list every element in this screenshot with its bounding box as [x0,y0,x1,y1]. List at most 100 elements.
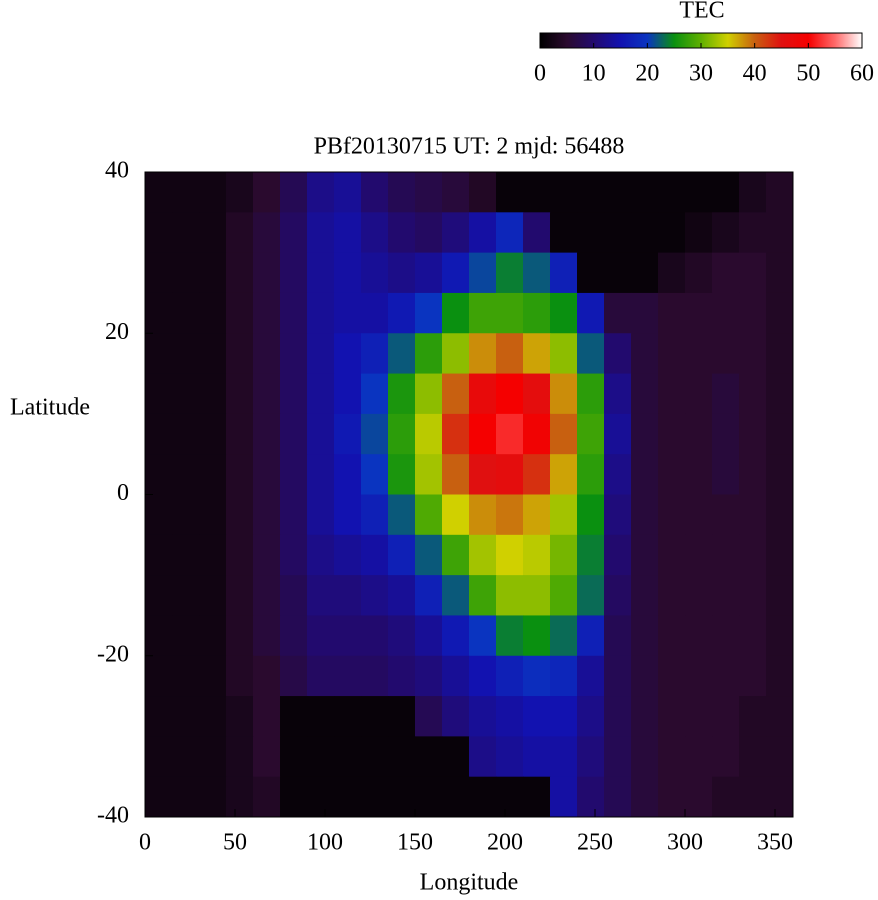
x-axis-label: Longitude [420,870,519,896]
heat-cell [523,252,551,294]
heat-cell [469,413,497,455]
heat-cell [739,413,767,455]
heat-cell [469,776,497,818]
heat-cell [280,494,308,536]
heat-cell [604,655,632,697]
heat-cell [280,212,308,254]
heat-cell [442,454,470,495]
heat-cell [388,333,416,375]
heat-cell [226,575,254,616]
heat-cell [550,575,578,616]
heat-cell [766,776,794,818]
heat-cell [739,252,767,294]
heat-cell [604,696,632,737]
heat-cell [766,413,794,455]
heat-cell [631,212,659,254]
heat-cell [253,615,281,657]
heat-cell [280,696,308,737]
heat-cell [766,736,794,778]
heat-cell [307,413,335,455]
heat-cell [496,696,524,737]
heat-cell [334,534,362,576]
heat-cell [550,252,578,294]
heat-cell [577,413,605,455]
heat-cell [685,292,713,334]
heat-cell [577,776,605,818]
heat-cell [253,655,281,697]
heat-cell [523,413,551,455]
heat-cell [577,212,605,254]
heat-cell [577,736,605,778]
heat-cell [658,172,686,213]
heat-cell [334,292,362,334]
heat-cell [334,212,362,254]
heat-cell [550,454,578,495]
heat-cell [523,615,551,657]
heat-cell [631,252,659,294]
heat-cell [604,413,632,455]
heat-cell [388,615,416,657]
heat-cell [550,292,578,334]
heat-cell [361,696,389,737]
heat-cell [496,534,524,576]
heat-cell [253,172,281,213]
heat-cell [199,413,227,455]
heat-cell [415,575,443,616]
heat-cell [361,736,389,778]
heat-cell [172,736,200,778]
heat-cell [739,655,767,697]
heat-cell [577,172,605,213]
heat-cell [604,373,632,415]
heat-cell [685,333,713,375]
heat-cell [550,615,578,657]
heat-cell [577,292,605,334]
heat-cell [604,172,632,213]
heat-cell [415,373,443,415]
heat-cell [766,615,794,657]
heat-cell [685,534,713,576]
heat-cell [739,292,767,334]
heat-cell [550,373,578,415]
heat-cell [739,696,767,737]
heat-cell [523,373,551,415]
heat-cell [496,172,524,213]
heat-cell [658,333,686,375]
heat-cell [253,373,281,415]
heat-cell [253,736,281,778]
heat-cell [280,615,308,657]
heat-cell [226,776,254,818]
colorbar-tick-label: 30 [689,61,713,87]
heat-cell [550,736,578,778]
heat-cell [280,413,308,455]
heat-cell [604,292,632,334]
heat-cell [145,575,173,616]
heat-cell [550,776,578,818]
heat-cell [199,252,227,294]
heat-cell [685,454,713,495]
heat-cell [658,534,686,576]
heat-cell [388,292,416,334]
heat-cell [766,454,794,495]
heat-cell [712,655,740,697]
heat-cell [280,454,308,495]
heat-cell [631,534,659,576]
heat-cell [172,575,200,616]
heat-cell [496,776,524,818]
heat-cell [631,776,659,818]
heat-cell [334,413,362,455]
heat-cell [658,615,686,657]
heat-cell [739,172,767,213]
heat-cell [199,172,227,213]
heat-cell [361,534,389,576]
heat-cell [226,413,254,455]
heat-cell [307,615,335,657]
heat-cell [469,454,497,495]
heat-cell [550,655,578,697]
heat-cell [172,776,200,818]
heat-cell [766,534,794,576]
heat-cell [496,615,524,657]
heat-cell [631,333,659,375]
heat-cell [388,696,416,737]
heat-cell [604,333,632,375]
heat-cell [577,534,605,576]
